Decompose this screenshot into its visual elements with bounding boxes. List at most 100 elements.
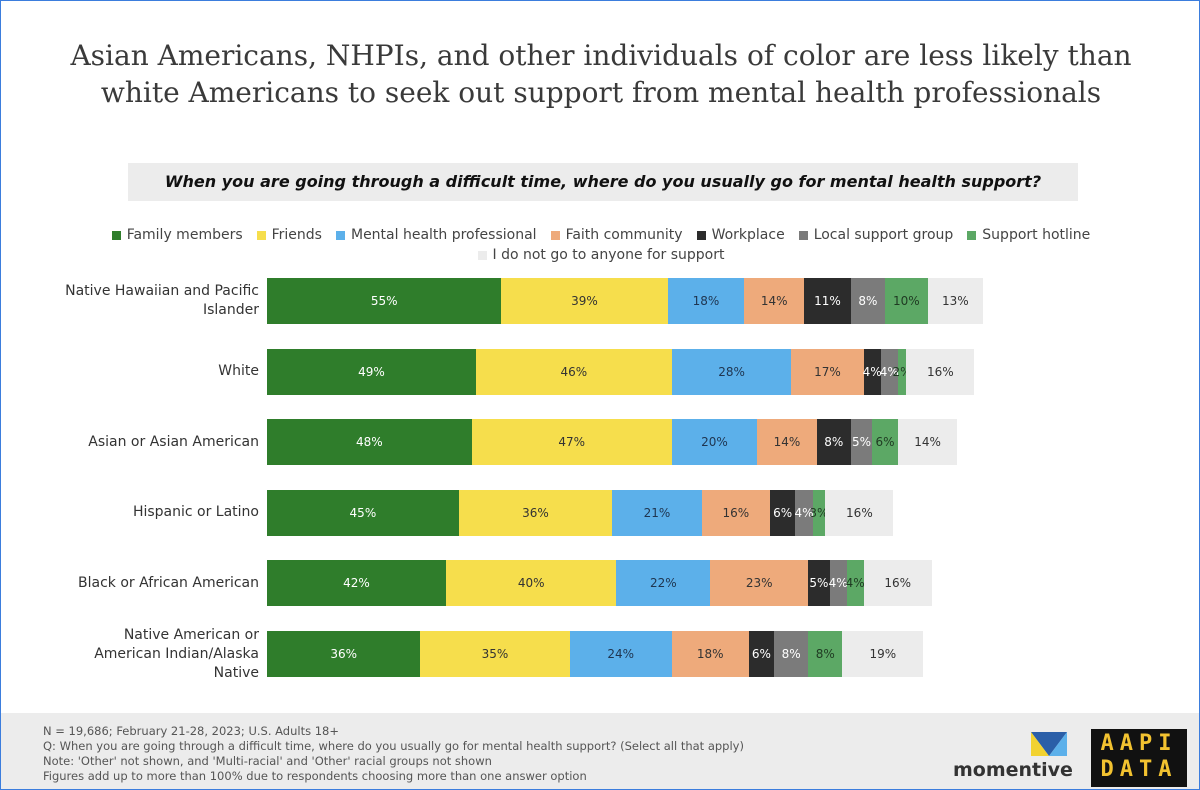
category-label: Native American or American Indian/Alask…	[94, 626, 259, 681]
legend-label: Workplace	[711, 227, 785, 243]
legend: Family members Friends Mental health profe…	[91, 227, 1111, 263]
bar-segment	[501, 278, 668, 324]
chart-subtitle: When you are going through a difficult t…	[128, 163, 1078, 201]
value-label: 14%	[914, 435, 941, 450]
legend-label: Local support group	[813, 227, 954, 243]
category-label: White	[218, 363, 259, 380]
note-line: Note: 'Other' not shown, and 'Multi-raci…	[43, 754, 492, 768]
value-label: 11%	[814, 294, 841, 308]
legend-label: Faith community	[565, 227, 683, 243]
momentive-icon	[1031, 732, 1067, 756]
bar-segment	[612, 489, 702, 536]
value-label: 20%	[701, 435, 728, 450]
bar-segment	[757, 419, 817, 466]
bar-segment	[569, 631, 672, 677]
value-label: 13%	[941, 294, 969, 308]
bar-segment	[846, 560, 864, 607]
bar-segment	[267, 631, 421, 677]
value-label: 5%	[809, 576, 829, 591]
legend-item: Friends	[256, 227, 322, 243]
value-label: 35%	[481, 647, 509, 661]
note-line: N = 19,686; February 21-28, 2023; U.S. A…	[43, 724, 340, 738]
momentive-logo: momentive	[953, 759, 1073, 781]
value-label: 8%	[781, 647, 801, 661]
value-label: 16%	[884, 576, 912, 591]
value-label: 14%	[760, 294, 788, 308]
bar-segment	[671, 348, 792, 395]
legend-item: Support hotline	[967, 227, 1090, 243]
legend-item: Family members	[111, 227, 243, 243]
value-label: 6%	[751, 647, 771, 661]
value-label: 36%	[522, 505, 549, 520]
bar-segment	[842, 631, 924, 677]
legend-swatch	[696, 230, 706, 240]
bar-segment	[671, 419, 758, 466]
bar-segment	[458, 489, 613, 536]
note-line: Q: When you are going through a difficul…	[43, 739, 744, 753]
value-label: 23%	[745, 576, 773, 591]
value-label: 18%	[692, 294, 720, 308]
legend-label: Mental health professional	[350, 227, 537, 243]
value-label: 3%	[809, 505, 829, 520]
legend-item: Workplace	[696, 227, 785, 243]
value-label: 49%	[358, 364, 385, 379]
value-label: 36%	[330, 647, 358, 661]
bar-segment	[880, 348, 898, 395]
category-label: Black or African American	[78, 574, 259, 591]
value-label: 42%	[343, 576, 370, 591]
bar-segment	[897, 348, 907, 395]
category-label: Hispanic or Latino	[132, 504, 259, 521]
bar-segment	[863, 348, 881, 395]
value-label: 8%	[858, 294, 878, 308]
bar-segment	[748, 631, 775, 677]
bar-segment	[808, 560, 830, 607]
category-label: Native Hawaiian and Pacific Islander	[65, 283, 259, 318]
value-label: 45%	[349, 505, 377, 520]
bar-segment	[267, 348, 476, 395]
legend-swatch	[477, 250, 487, 260]
bar-segment	[475, 348, 672, 395]
value-label: 10%	[892, 294, 920, 308]
value-label: 4%	[828, 576, 848, 591]
bar-segment	[710, 560, 809, 607]
legend-swatch	[335, 230, 345, 240]
value-label: 4%	[794, 505, 814, 520]
legend-item: Mental health professional	[335, 227, 537, 243]
legend-item: Faith community	[550, 227, 683, 243]
footer	[1, 713, 1199, 789]
bar-segment	[872, 419, 898, 466]
value-label: 4%	[862, 364, 882, 379]
bar-segment	[808, 631, 843, 677]
legend-swatch	[967, 230, 977, 240]
bar-segment	[897, 419, 958, 466]
value-label: 14%	[773, 435, 801, 450]
legend-swatch	[798, 230, 808, 240]
bar-segment	[267, 278, 502, 324]
value-label: 16%	[846, 505, 873, 520]
bar-segment	[667, 278, 745, 324]
bar-segment	[769, 489, 796, 536]
bar-segment	[671, 631, 749, 677]
bar-segment	[850, 419, 873, 466]
bar-segment	[420, 631, 570, 677]
bar-segment	[850, 278, 885, 324]
bar-segment	[829, 560, 847, 607]
category-label: Asian or Asian American	[88, 433, 259, 450]
value-label: 6%	[773, 505, 793, 520]
value-label: 18%	[696, 647, 724, 661]
value-label: 46%	[560, 364, 588, 379]
bar-segment	[812, 489, 826, 536]
value-label: 21%	[643, 505, 671, 520]
bar-segment	[863, 560, 932, 607]
value-label: 4%	[879, 364, 899, 379]
value-label: 4%	[845, 576, 865, 591]
value-label: 8%	[815, 647, 835, 661]
note-line: Figures add up to more than 100% due to …	[43, 769, 587, 783]
value-label: 6%	[875, 435, 895, 450]
bar-segment	[774, 631, 809, 677]
legend-item: I do not go to anyone for support	[477, 247, 724, 263]
bar-segment	[744, 278, 804, 324]
legend-label: Friends	[271, 227, 322, 243]
bar-segment	[267, 419, 472, 466]
